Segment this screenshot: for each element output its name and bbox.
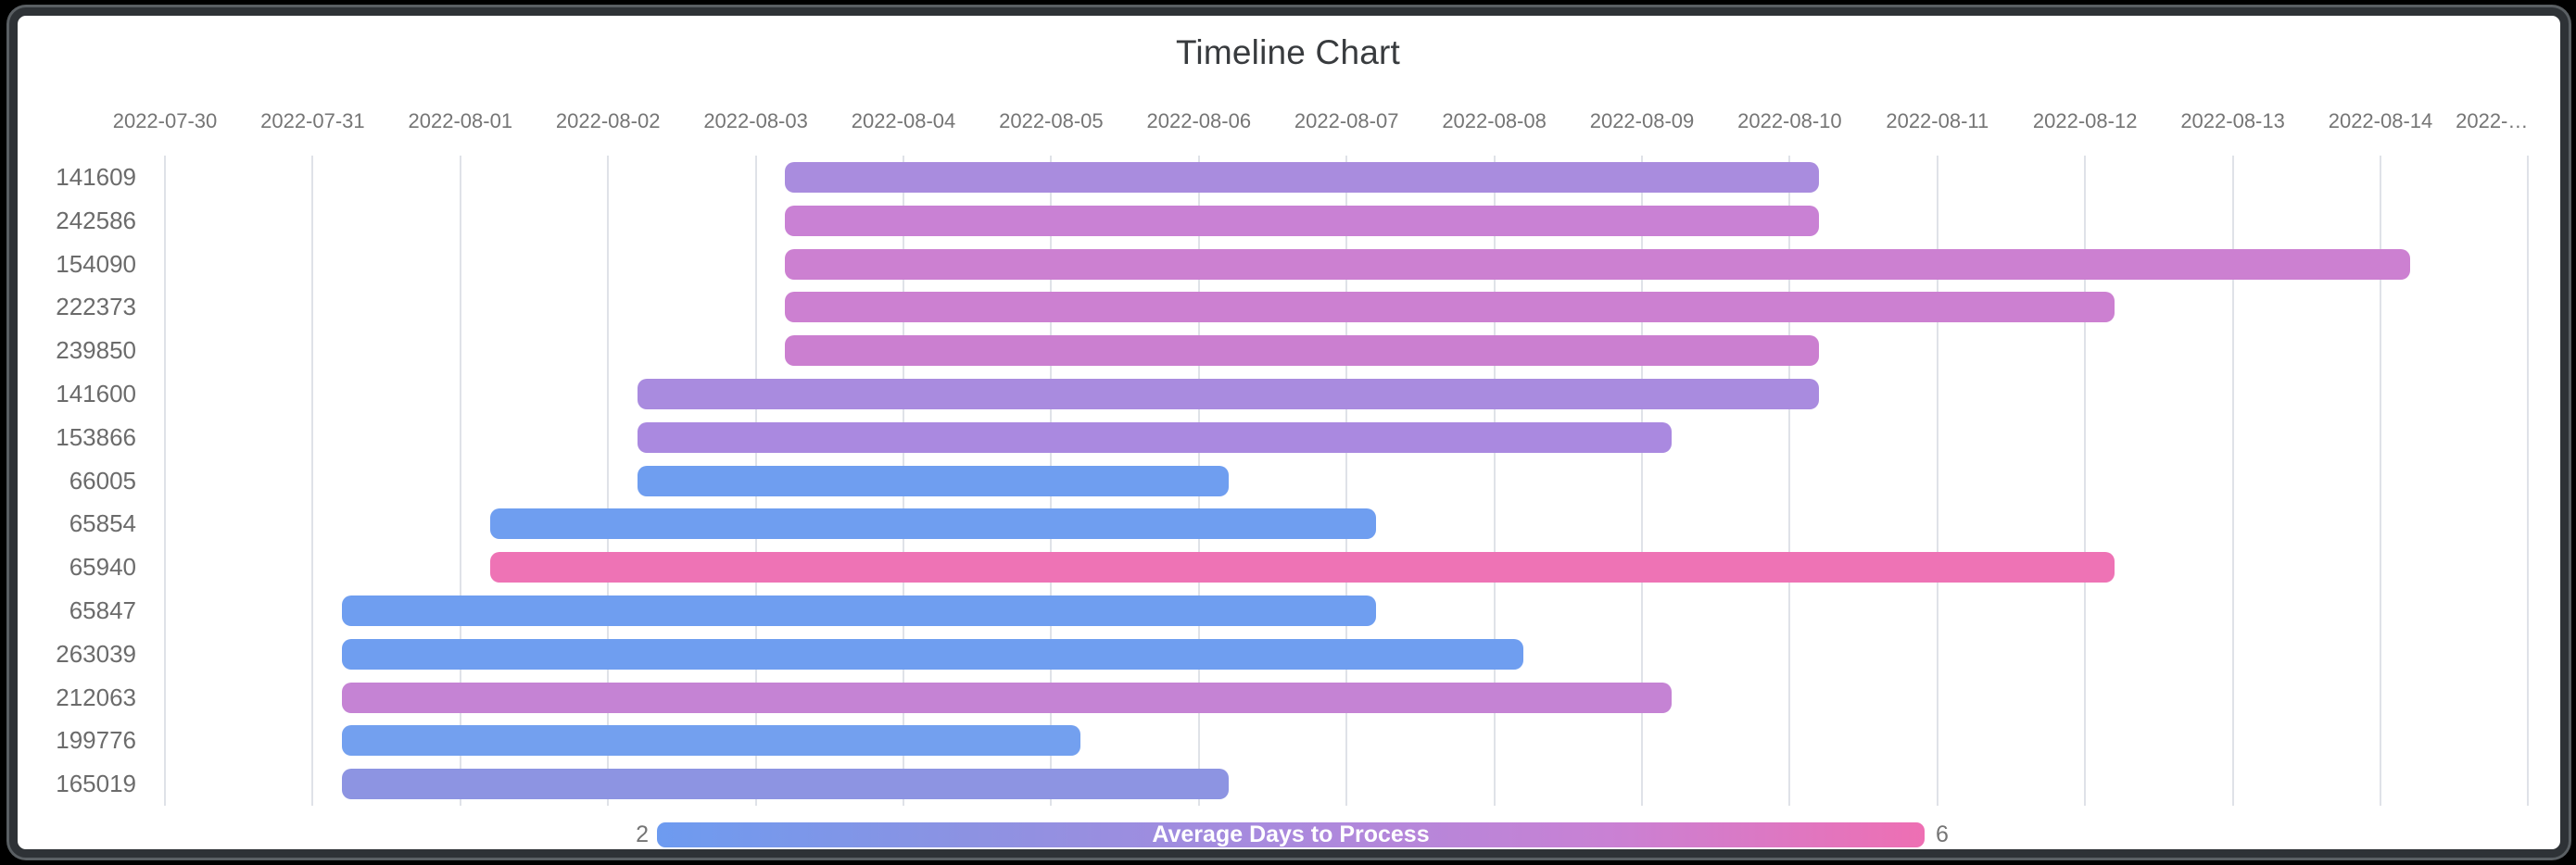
x-tick-label: 2022-08-08 xyxy=(1442,109,1547,132)
timeline-bar-239850[interactable] xyxy=(785,335,1820,367)
gridline xyxy=(1641,156,1643,806)
y-axis-label: 165019 xyxy=(56,770,136,798)
x-tick-label: 2022-08-13 xyxy=(2180,109,2285,132)
y-axis-label: 199776 xyxy=(56,726,136,755)
y-axis-label: 65847 xyxy=(69,596,136,624)
timeline-bar-199776[interactable] xyxy=(342,725,1081,757)
gridline xyxy=(164,156,166,806)
timeline-bar-165019[interactable] xyxy=(342,769,1229,800)
timeline-bar-242586[interactable] xyxy=(785,205,1820,236)
gridline xyxy=(1788,156,1791,806)
timeline-bar-66005[interactable] xyxy=(638,465,1229,496)
y-axis-label: 242586 xyxy=(56,206,136,234)
gridline xyxy=(1345,156,1348,806)
legend-gradient-bar: Average Days to Process xyxy=(657,822,1925,847)
timeline-bar-154090[interactable] xyxy=(785,248,2410,280)
y-axis-label: 141600 xyxy=(56,380,136,407)
x-tick-label: 2022-08-01 xyxy=(408,109,513,132)
gridline xyxy=(459,156,461,806)
gridline xyxy=(1493,156,1496,806)
x-tick-label: 2022-08-03 xyxy=(703,109,808,132)
y-axis-label: 154090 xyxy=(56,249,136,278)
timeline-bar-263039[interactable] xyxy=(342,638,1524,670)
gridline xyxy=(1936,156,1938,806)
gridline xyxy=(2231,156,2234,806)
x-tick-label: 2022-08-09 xyxy=(1589,109,1695,132)
x-tick-label: 2022-08-14 xyxy=(2328,109,2433,132)
timeline-bar-141609[interactable] xyxy=(785,161,1820,193)
y-axis-label: 222373 xyxy=(56,293,136,321)
gridline xyxy=(2527,156,2530,806)
y-axis-label: 141609 xyxy=(56,163,136,191)
x-tick-label: 2022-08-10 xyxy=(1737,109,1842,132)
x-tick-label: 2022-07-30 xyxy=(112,109,218,132)
timeline-bar-65940[interactable] xyxy=(489,552,2115,583)
y-axis-label: 212063 xyxy=(56,683,136,711)
y-axis-label: 65940 xyxy=(69,553,136,582)
timeline-bar-65847[interactable] xyxy=(342,595,1377,626)
chart-title: Timeline Chart xyxy=(1176,33,1400,71)
x-tick-label: 2022-08-02 xyxy=(555,109,661,132)
x-tick-label: 2022-08-07 xyxy=(1294,109,1399,132)
gridline xyxy=(2380,156,2381,806)
legend-max-label: 6 xyxy=(1936,821,1949,847)
x-tick-label: 2022-08-04 xyxy=(851,109,956,132)
y-axis-label: 263039 xyxy=(56,639,136,668)
x-tick-label: 2022-08-06 xyxy=(1146,109,1252,132)
gridline xyxy=(607,156,610,806)
x-tick-label: 2022-07-31 xyxy=(260,109,365,132)
legend-min-label: 2 xyxy=(636,821,649,847)
legend-title: Average Days to Process xyxy=(1152,821,1430,847)
gridline xyxy=(2084,156,2087,806)
y-axis-label: 66005 xyxy=(69,466,136,495)
x-tick-label: 2022-… xyxy=(2456,109,2529,132)
timeline-bar-212063[interactable] xyxy=(342,682,1672,713)
gridline xyxy=(311,156,314,806)
x-tick-label: 2022-08-05 xyxy=(999,109,1104,132)
y-axis-label: 65854 xyxy=(69,509,136,538)
timeline-bar-65854[interactable] xyxy=(489,508,1377,540)
timeline-bar-153866[interactable] xyxy=(638,421,1672,453)
x-tick-label: 2022-08-12 xyxy=(2032,109,2138,132)
timeline-bar-222373[interactable] xyxy=(785,292,2115,323)
timeline-bar-141600[interactable] xyxy=(638,378,1820,409)
y-axis-label: 239850 xyxy=(56,336,136,365)
y-axis-label: 153866 xyxy=(56,422,136,451)
x-tick-label: 2022-08-11 xyxy=(1886,109,1989,132)
